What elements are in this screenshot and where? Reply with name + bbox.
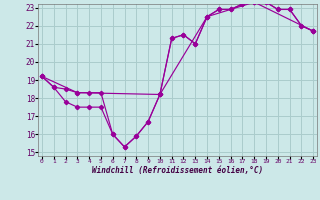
X-axis label: Windchill (Refroidissement éolien,°C): Windchill (Refroidissement éolien,°C) [92, 166, 263, 175]
